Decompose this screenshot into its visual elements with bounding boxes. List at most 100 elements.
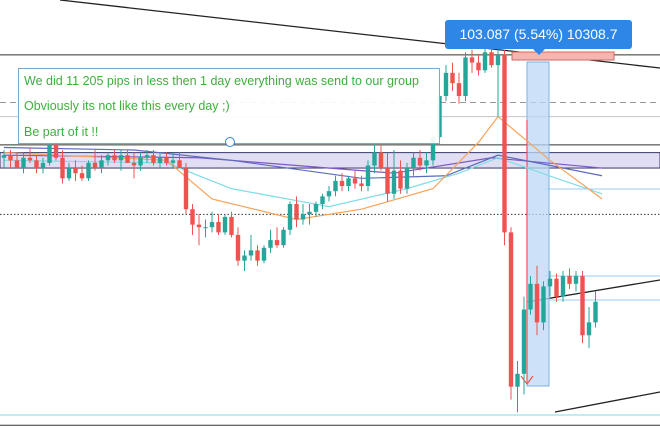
candle-body-13: [86, 162, 91, 179]
candle-body-8: [53, 144, 59, 158]
measure-highlight: [526, 61, 550, 387]
candle-body-26: [170, 160, 176, 163]
candle-body-31: [203, 227, 208, 229]
candle-body-2: [14, 160, 20, 169]
candle-body-42: [274, 240, 280, 246]
candle-body-1: [8, 155, 13, 161]
candle-body-21: [138, 157, 143, 166]
candle-body-77: [502, 54, 507, 233]
candle-body-32: [209, 222, 215, 228]
candle-body-58: [378, 152, 384, 169]
candle-body-76: [495, 54, 501, 66]
candle-body-53: [346, 178, 351, 187]
candle-body-70: [456, 83, 462, 97]
candle-body-40: [261, 247, 267, 261]
candle-body-29: [190, 209, 195, 225]
candle-body-47: [307, 211, 312, 215]
candle-body-82: [534, 283, 540, 323]
candle-body-54: [352, 178, 358, 184]
drop-arrow-head: [520, 375, 534, 385]
candle-body-15: [99, 160, 104, 169]
candle-body-52: [339, 180, 345, 187]
candle-body-38: [248, 250, 254, 256]
candle-body-23: [151, 155, 156, 163]
candle-body-61: [398, 170, 403, 189]
candle-body-18: [118, 155, 124, 161]
candle-body-34: [222, 216, 228, 233]
candle-body-20: [131, 162, 137, 166]
price-change-tooltip: 103.087 (5.54%) 10308.7: [445, 20, 632, 49]
candle-body-69: [450, 72, 455, 84]
tooltip-pointer: [533, 49, 545, 55]
candle-body-51: [333, 180, 338, 192]
candle-body-80: [521, 309, 527, 374]
channel-line-lower: [554, 391, 660, 413]
candle-body-83: [541, 286, 546, 323]
candle-body-81: [528, 283, 533, 310]
candle-body-11: [73, 168, 78, 174]
candle-body-59: [385, 168, 390, 194]
candle-body-7: [47, 144, 52, 163]
moving-average-3: [3, 115, 603, 221]
candle-body-27: [177, 160, 182, 169]
candle-body-74: [482, 52, 488, 71]
candle-body-10: [66, 168, 72, 179]
candle-body-16: [105, 155, 111, 161]
candle-body-89: [580, 276, 585, 336]
candle-body-25: [164, 157, 169, 163]
candle-body-45: [294, 204, 299, 220]
candle-body-88: [573, 276, 579, 284]
candle-body-39: [255, 250, 260, 261]
candle-body-72: [469, 57, 475, 63]
candle-body-14: [92, 162, 98, 169]
candle-body-55: [359, 183, 364, 187]
candle-body-49: [320, 196, 325, 205]
price-change-text: 103.087 (5.54%) 10308.7: [459, 26, 618, 42]
candle-body-87: [567, 276, 572, 284]
candle-body-22: [144, 155, 150, 158]
peak-marker: [511, 51, 615, 61]
candle-body-4: [27, 157, 33, 161]
candle-body-79: [515, 373, 520, 387]
annotation-line-2: Obviously its not like this every day ;): [24, 99, 230, 113]
annotation-box[interactable]: We did 11 205 pips in less then 1 day ev…: [18, 68, 440, 144]
candle-body-64: [417, 157, 423, 166]
candle-body-43: [281, 229, 286, 246]
candle-body-75: [489, 52, 494, 66]
candle-body-73: [476, 62, 481, 71]
candle-body-6: [40, 162, 46, 169]
candle-body-66: [430, 137, 436, 161]
candle-body-78: [508, 232, 514, 387]
candle-body-35: [229, 216, 234, 235]
candle-body-41: [268, 240, 273, 248]
candle-body-46: [300, 214, 306, 220]
candle-body-5: [34, 160, 39, 169]
candle-body-0: [1, 155, 7, 158]
candle-body-63: [411, 157, 416, 169]
price-zone: [0, 152, 660, 169]
candle-body-19: [125, 155, 130, 163]
annotation-line-3: Be part of it !!: [24, 125, 99, 139]
candle-body-71: [463, 57, 468, 97]
candle-body-57: [372, 152, 377, 166]
candle-body-91: [593, 301, 598, 323]
candle-body-48: [313, 204, 319, 212]
candle-body-85: [554, 278, 559, 297]
candle-body-33: [216, 222, 221, 233]
candle-body-28: [183, 168, 189, 210]
annotation-anchor-handle[interactable]: [225, 137, 235, 147]
candle-body-90: [586, 322, 592, 336]
candle-body-84: [547, 278, 553, 287]
candle-body-86: [560, 276, 566, 297]
candle-body-3: [21, 157, 26, 169]
candle-body-37: [242, 255, 247, 261]
candle-body-24: [157, 157, 163, 163]
candle-body-56: [365, 165, 371, 187]
candle-body-12: [79, 173, 85, 179]
candle-body-9: [60, 157, 65, 179]
candle-body-30: [196, 224, 202, 228]
candle-body-17: [112, 155, 117, 161]
candle-body-44: [287, 204, 293, 230]
